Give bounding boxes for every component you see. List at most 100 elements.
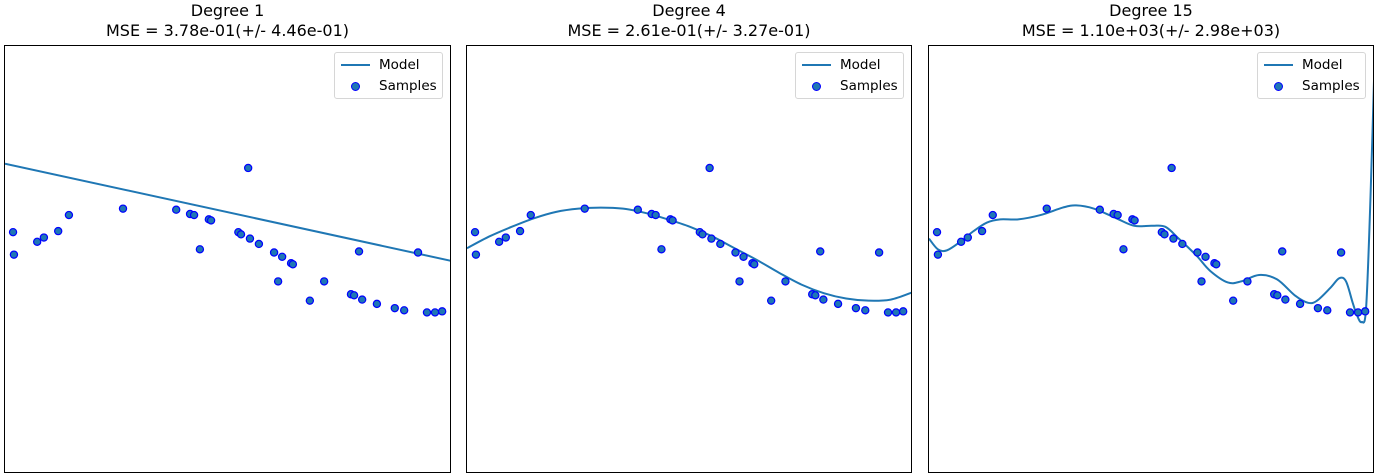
sample-point	[1119, 245, 1128, 254]
sample-point	[932, 227, 942, 237]
sample-point	[172, 205, 181, 214]
sample-point	[898, 307, 908, 316]
sample-point	[668, 216, 677, 225]
plot-svg	[929, 80, 1373, 324]
sample-point	[399, 306, 409, 315]
sample-point	[349, 291, 359, 300]
legend-item-samples: Samples	[335, 76, 442, 96]
sample-point	[963, 233, 973, 242]
plot-svg	[5, 162, 450, 317]
sample-point	[288, 260, 298, 269]
sample-point	[245, 234, 255, 243]
sample-point	[390, 303, 399, 313]
sample-point	[236, 230, 246, 239]
sample-point	[471, 250, 481, 259]
sample-point	[9, 250, 19, 259]
panel-mse-subtitle: MSE = 1.10e+03(+/- 2.98e+03)	[1021, 21, 1281, 40]
sample-point	[657, 245, 666, 254]
sample-point	[319, 277, 329, 286]
sample-point	[707, 234, 716, 243]
sample-point	[988, 210, 997, 220]
sample-point	[1281, 295, 1290, 304]
sample-point	[501, 233, 511, 242]
panel-title: Degree 15	[1109, 1, 1193, 20]
sample-point	[735, 277, 744, 286]
sample-point	[254, 239, 264, 249]
sample-point	[1160, 230, 1169, 239]
panel-title: Degree 1	[190, 1, 265, 20]
sample-point	[1313, 303, 1323, 313]
sample-point	[494, 237, 504, 247]
sample-point	[819, 295, 828, 304]
legend-item-model: Model	[796, 55, 903, 75]
sample-point	[1228, 296, 1238, 305]
legend: Model Samples	[795, 52, 904, 99]
sample-point	[1243, 277, 1252, 286]
legend-label: Samples	[379, 78, 437, 94]
sample-point	[413, 248, 423, 257]
sample-point	[372, 299, 382, 309]
sample-point	[781, 277, 790, 286]
legend-label: Model	[379, 57, 420, 73]
sample-point	[1336, 248, 1346, 257]
plot-area: Model Samples	[466, 45, 912, 473]
sample-point	[956, 237, 966, 247]
legend: Model Samples	[334, 52, 443, 99]
sample-point	[1273, 291, 1282, 300]
sample-point	[883, 308, 893, 317]
sample-point	[1193, 248, 1202, 257]
sample-point	[874, 248, 884, 257]
sample-point	[1295, 299, 1305, 309]
model-curve	[467, 206, 911, 302]
sample-point	[716, 239, 725, 249]
plot-svg	[467, 163, 911, 317]
sample-point	[526, 210, 535, 220]
marker-swatch-icon	[351, 82, 360, 91]
sample-point	[851, 303, 861, 313]
sample-point	[731, 248, 740, 257]
line-swatch-icon	[1264, 64, 1293, 66]
panel-title: Degree 4	[652, 1, 726, 20]
sample-point	[1212, 260, 1221, 269]
sample-point	[39, 233, 49, 242]
sample-point	[195, 245, 205, 254]
sample-point	[64, 210, 74, 220]
sample-point	[833, 299, 843, 309]
sample-point	[933, 250, 943, 259]
sample-point	[515, 226, 525, 236]
sample-point	[269, 248, 279, 257]
sample-point	[118, 204, 128, 213]
legend-label: Model	[1302, 57, 1343, 73]
line-swatch-icon	[341, 64, 370, 66]
line-swatch-icon	[802, 64, 831, 66]
sample-point	[1197, 277, 1206, 286]
sample-point	[357, 295, 367, 304]
sample-point	[206, 216, 216, 225]
sample-point	[651, 210, 660, 220]
sample-point	[1201, 252, 1210, 261]
sample-point	[189, 210, 199, 220]
legend-item-samples: Samples	[1258, 76, 1365, 96]
sample-point	[811, 291, 820, 300]
marker-swatch-icon	[1274, 82, 1283, 91]
legend-label: Model	[840, 57, 881, 73]
panel-mse-subtitle: MSE = 3.78e-01(+/- 4.46e-01)	[106, 21, 349, 40]
model-curve	[929, 80, 1373, 324]
sample-point	[816, 247, 825, 256]
sample-point	[766, 296, 776, 305]
sample-point	[750, 260, 759, 269]
sample-point	[1353, 308, 1363, 317]
sample-point	[739, 252, 748, 261]
legend-item-samples: Samples	[796, 76, 903, 96]
sample-point	[243, 163, 253, 173]
sample-point	[430, 308, 440, 317]
sample-point	[633, 205, 643, 214]
sample-point	[1278, 247, 1287, 256]
sample-point	[1323, 306, 1332, 315]
sample-point	[977, 226, 987, 236]
legend: Model Samples	[1257, 52, 1366, 99]
sample-point	[8, 227, 18, 237]
legend-label: Samples	[1302, 78, 1360, 94]
sample-point	[1167, 163, 1176, 173]
panel-mse-subtitle: MSE = 2.61e-01(+/- 3.27e-01)	[567, 21, 811, 40]
